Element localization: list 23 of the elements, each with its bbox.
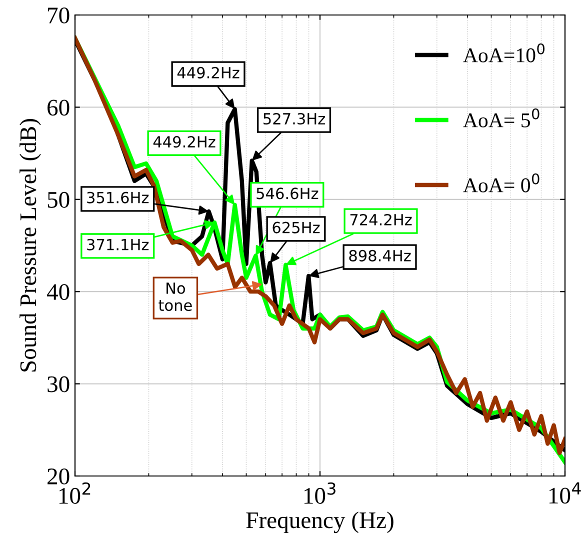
x-tick-label: 10$^{3}$ — [304, 482, 336, 504]
y-axis-title: Sound Pressure Level (dB) — [20, 118, 41, 372]
annotation: 449.2Hz — [153, 136, 216, 148]
y-tick-label: 50 — [48, 192, 70, 208]
annotation: 546.6Hz — [256, 188, 318, 200]
legend-label: AoA= 5$^{0}$ — [463, 108, 540, 128]
annotation: 449.2Hz — [177, 66, 240, 78]
y-tick-label: 60 — [48, 100, 70, 116]
legend-label: AoA= 0$^{0}$ — [463, 173, 540, 192]
annotation: 724.2Hz — [350, 214, 412, 226]
annotation: 898.4Hz — [349, 250, 411, 262]
annotation: 527.3Hz — [264, 112, 325, 125]
annotation: No tone — [158, 282, 192, 312]
y-tick-label: 70 — [48, 7, 70, 24]
legend-label: AoA=10$^{0}$ — [463, 43, 545, 62]
y-tick-label: 20 — [48, 468, 70, 484]
annotation: 625Hz — [272, 222, 320, 234]
y-tick-label: 40 — [46, 284, 70, 300]
annotation: 371.1Hz — [87, 238, 149, 250]
x-tick-label: 10$^{4}$ — [549, 482, 581, 504]
y-tick-label: 30 — [48, 376, 70, 392]
annotation: 351.6Hz — [87, 192, 149, 204]
x-axis-title: Frequency (Hz) — [246, 512, 394, 534]
